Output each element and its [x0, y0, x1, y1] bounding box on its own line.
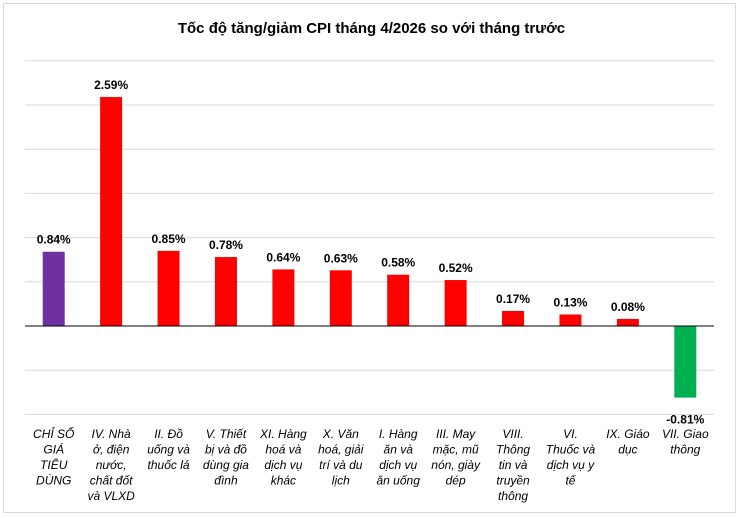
category-label-line: TIÊU	[40, 457, 68, 472]
bar	[387, 274, 410, 326]
category-label-line: VI.	[563, 427, 578, 441]
category-label-line: dịch vụ	[379, 458, 417, 472]
data-label: 0.52%	[439, 261, 473, 275]
category-label-line: nón, giày	[431, 458, 481, 472]
category-label-line: ăn uống	[377, 474, 421, 488]
category-label-line: dép	[446, 474, 466, 488]
data-label: 0.78%	[209, 238, 243, 252]
category-label-line: VIII.	[502, 427, 523, 441]
category-label-line: hoá, giải	[318, 443, 364, 457]
category-label-line: I. Hàng	[379, 427, 418, 441]
category-label-line: chất đốt	[90, 474, 133, 488]
bar	[214, 257, 237, 326]
category-label-line: GIÁ	[43, 442, 64, 457]
category-label-line: bị và đồ	[205, 443, 247, 457]
data-label: 0.63%	[324, 251, 358, 265]
category-label-line: XI. Hàng	[259, 427, 307, 441]
category-label-line: Thông	[496, 443, 530, 457]
data-label: 0.84%	[37, 233, 71, 247]
category-label-line: VII. Giao	[662, 427, 709, 441]
category-label-line: ở, điện	[93, 443, 130, 457]
data-label: 0.13%	[553, 296, 587, 310]
category-label: IX. Giáo dục	[606, 427, 650, 457]
category-label-line: trí và du	[319, 458, 363, 472]
bar	[100, 97, 123, 326]
category-label-line: tế	[565, 474, 576, 488]
category-label: XI. Hàng hoá và dịch vụ khác	[259, 427, 307, 488]
category-label-line: V. Thiết	[206, 427, 247, 441]
bar	[157, 250, 180, 326]
category-label: V. Thiết bị và đồ dùng gia đình	[203, 427, 249, 488]
category-label: X. Văn hoá, giải trí và du lịch	[318, 427, 364, 488]
category-label: VII. Giao thông	[662, 427, 709, 457]
category-label-line: hoá và	[265, 443, 301, 457]
chart-title: Tốc độ tăng/giảm CPI tháng 4/2026 so với…	[177, 20, 566, 37]
category-label-line: thông	[670, 443, 700, 457]
category-label-line: lịch	[332, 474, 350, 488]
data-label: 0.85%	[152, 232, 186, 246]
category-label-line: khác	[271, 474, 296, 488]
category-label: IV. Nhà ở, điện nước, chất đốt và VLXD	[87, 427, 135, 503]
category-label-line: IX. Giáo	[606, 427, 650, 441]
category-label-line: dục	[618, 443, 637, 457]
category-label-line: ăn và	[384, 443, 414, 457]
data-label: -0.81%	[666, 413, 704, 427]
category-label: III. May mặc, mũ nón, giày dép	[431, 427, 481, 488]
category-label-line: X. Văn	[322, 427, 359, 441]
data-label: 0.17%	[496, 292, 530, 306]
chart-frame	[3, 3, 736, 513]
category-label-line: uống và	[147, 443, 190, 457]
category-label-line: thông	[498, 489, 528, 503]
category-label-line: CHỈ SỐ	[33, 426, 74, 441]
data-label: 0.64%	[266, 250, 300, 264]
category-label-line: đình	[214, 474, 238, 488]
bar	[674, 326, 697, 398]
data-label: 2.59%	[94, 78, 128, 92]
category-label-line: thuốc lá	[148, 458, 190, 472]
data-label: 0.58%	[381, 256, 415, 270]
category-label: CHỈ SỐ GIÁ TIÊU DÙNG	[33, 426, 74, 488]
category-label-line: truyền	[496, 474, 530, 488]
category-label-line: dùng gia	[203, 458, 249, 472]
category-label-line: dịch vụ	[264, 458, 302, 472]
bar	[444, 280, 467, 326]
category-label-line: II. Đồ	[154, 427, 183, 441]
category-label: I. Hàng ăn và dịch vụ ăn uống	[377, 427, 421, 488]
bar	[616, 318, 639, 326]
bar	[42, 251, 65, 326]
bar	[272, 269, 295, 326]
category-label: II. Đồ uống và thuốc lá	[147, 427, 190, 472]
category-label-line: nước,	[96, 458, 127, 472]
category-label-line: Thuốc và	[546, 443, 596, 457]
category-label: VIII. Thông tin và truyền thông	[496, 427, 530, 503]
bar	[502, 310, 525, 326]
data-label: 0.08%	[611, 300, 645, 314]
category-label: VI. Thuốc và dịch vụ y tế	[546, 427, 596, 488]
category-label-line: mặc, mũ	[433, 443, 479, 457]
category-label-line: dịch vụ y	[547, 458, 595, 472]
bar	[559, 314, 582, 326]
category-label-line: III. May	[436, 427, 476, 441]
bar	[329, 270, 352, 326]
category-label-line: DÙNG	[36, 473, 71, 488]
category-label-line: và VLXD	[87, 489, 135, 503]
category-label-line: IV. Nhà	[92, 427, 131, 441]
category-label-line: tin và	[499, 458, 528, 472]
